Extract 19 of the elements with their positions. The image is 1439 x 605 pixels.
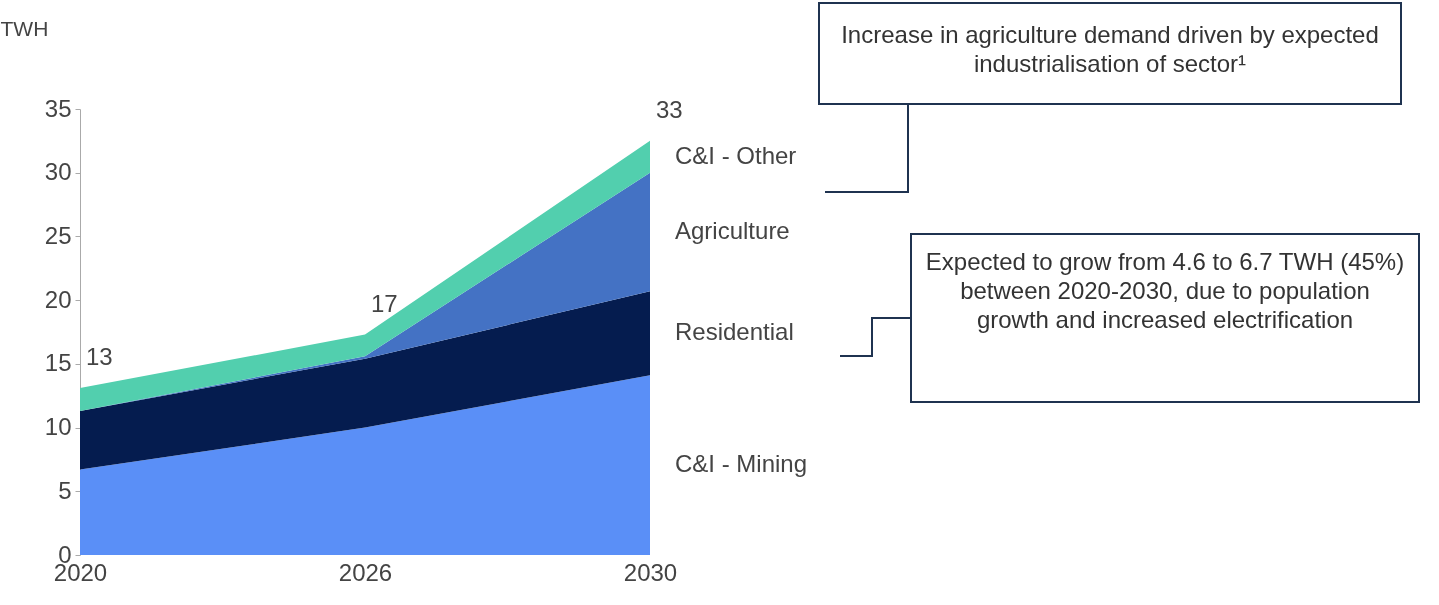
text: Expected to grow from 4.6 to 6.7 TWH (45%) between 2020-2030, due to population growth and increased electrification — [910, 233, 1420, 403]
y-tick-label: 35 — [44, 94, 72, 122]
y-tick-label: 30 — [44, 158, 72, 186]
x-tick-label: 2030 — [623, 558, 678, 586]
y-tick-label: 15 — [44, 349, 72, 377]
y-tick-label: 20 — [44, 285, 72, 313]
y-axis-title: TWH — [0, 16, 49, 40]
total-label: 17 — [371, 289, 398, 317]
text: Increase in agriculture demand driven by expected industrialisation of sector¹ — [818, 2, 1402, 105]
series-label: Residential — [675, 318, 794, 346]
y-tick-label: 25 — [44, 221, 72, 249]
series-label: C&I - Mining — [675, 450, 808, 478]
y-tick-label: 5 — [58, 476, 72, 504]
total-label: 33 — [656, 95, 683, 123]
x-tick-label: 2026 — [338, 558, 393, 586]
series-label: C&I - Other — [675, 141, 797, 169]
total-label: 13 — [86, 343, 113, 371]
series-label: Agriculture — [675, 216, 790, 244]
y-tick-label: 10 — [44, 413, 72, 441]
